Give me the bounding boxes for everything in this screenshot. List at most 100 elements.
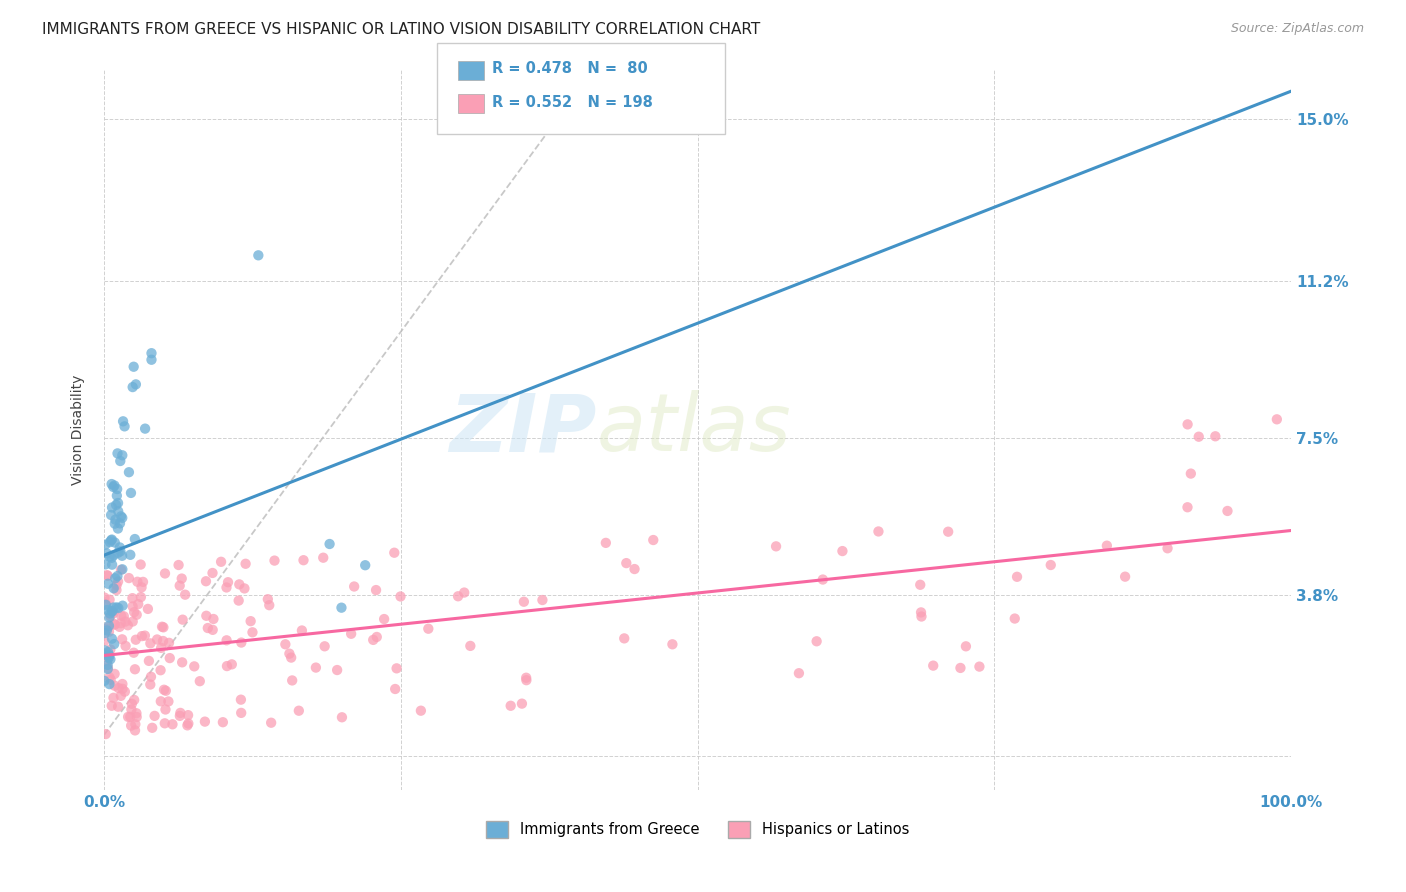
Point [197,621,219,635]
Point [100,533,122,548]
Point [149,663,172,677]
Point [1039,558,1062,572]
Point [235,557,257,571]
Point [340,627,363,641]
Point [101,605,124,619]
Point [263,553,285,567]
Point [453,585,475,599]
Point [1004,611,1026,625]
Point [170,572,193,586]
Point [143,709,166,723]
Text: IMMIGRANTS FROM GREECE VS HISPANIC OR LATINO VISION DISABILITY CORRELATION CHART: IMMIGRANTS FROM GREECE VS HISPANIC OR LA… [42,22,761,37]
Point [101,632,124,646]
Point [1177,500,1199,515]
Point [97,662,120,676]
Point [195,608,218,623]
Point [183,659,205,673]
Point [111,632,134,647]
Point [125,710,148,724]
Point [202,612,225,626]
Point [228,593,250,607]
Point [94,558,117,572]
Point [114,615,136,629]
Point [100,673,122,687]
Point [132,574,155,589]
Point [101,604,124,618]
Point [1188,430,1211,444]
Point [110,509,132,524]
Point [174,588,197,602]
Point [107,522,129,536]
Point [152,634,174,648]
Point [806,634,828,648]
Point [288,704,311,718]
Point [305,660,328,674]
Point [139,677,162,691]
Point [247,248,270,262]
Point [361,632,384,647]
Point [112,609,135,624]
Point [1216,504,1239,518]
Point [811,573,834,587]
Point [110,608,132,623]
Point [118,571,141,585]
Point [169,706,191,720]
Point [100,477,122,491]
Point [94,643,117,657]
Point [138,654,160,668]
Point [107,504,129,518]
Point [955,640,977,654]
Point [139,636,162,650]
Point [229,692,252,706]
Point [97,620,120,634]
Point [103,480,125,494]
Point [97,624,120,639]
Point [150,620,173,634]
Point [96,622,118,636]
Point [1180,467,1202,481]
Point [1095,539,1118,553]
Point [765,539,787,553]
Point [101,558,124,572]
Point [105,578,128,592]
Point [278,647,301,661]
Point [172,613,194,627]
Point [595,536,617,550]
Point [318,537,340,551]
Point [104,513,127,527]
Point [114,639,136,653]
Point [330,600,353,615]
Point [153,682,176,697]
Point [134,422,156,436]
Point [104,516,127,531]
Point [108,620,131,634]
Point [146,632,169,647]
Point [661,637,683,651]
Point [330,710,353,724]
Y-axis label: Vision Disability: Vision Disability [72,374,86,484]
Point [94,626,117,640]
Point [194,714,217,729]
Point [98,535,121,549]
Point [364,583,387,598]
Point [354,558,377,573]
Point [155,683,177,698]
Point [153,566,176,581]
Point [121,591,143,606]
Point [110,563,132,577]
Point [98,670,121,684]
Point [96,546,118,560]
Point [100,609,122,624]
Point [177,716,200,731]
Point [125,632,148,647]
Point [98,648,121,663]
Point [209,555,232,569]
Point [176,718,198,732]
Point [103,600,125,615]
Point [121,697,143,711]
Point [98,610,121,624]
Point [949,661,972,675]
Point [136,602,159,616]
Point [100,642,122,657]
Point [103,637,125,651]
